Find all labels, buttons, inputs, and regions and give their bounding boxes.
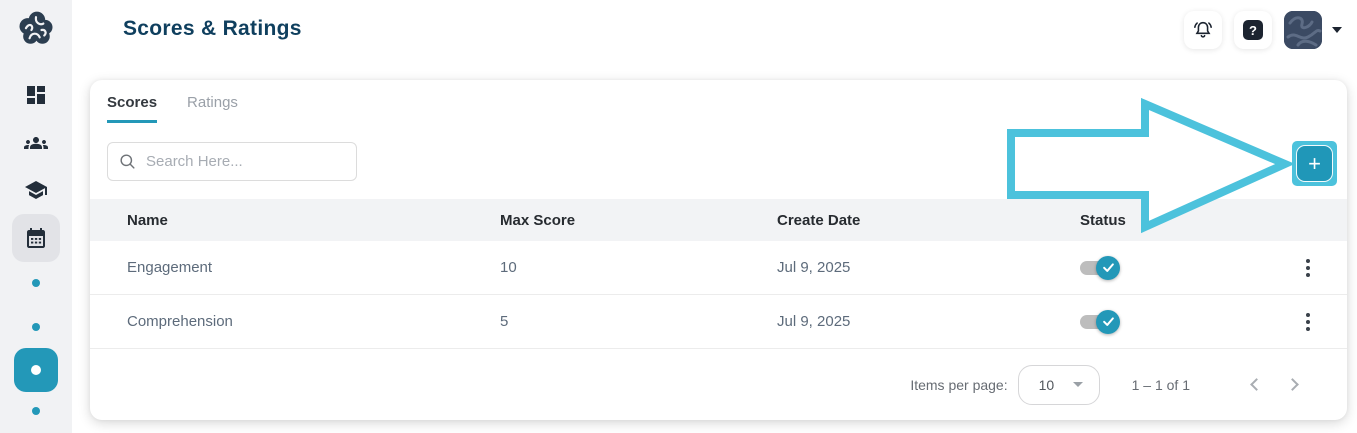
sidebar-item-schedule[interactable] (12, 214, 60, 262)
active-dot-icon (31, 365, 41, 375)
items-per-page-label: Items per page: (910, 376, 1008, 393)
sidebar-subitem-dot-3[interactable] (32, 407, 40, 415)
add-score-button[interactable]: + (1296, 145, 1333, 182)
tab-scores[interactable]: Scores (107, 94, 158, 123)
table-row: Comprehension 5 Jul 9, 2025 (90, 295, 1347, 349)
sidebar-subitem-dot-1[interactable] (32, 279, 40, 287)
scores-table: Name Max Score Create Date Status Engage… (90, 199, 1347, 349)
dashboard-icon[interactable] (24, 83, 48, 107)
row-menu-button[interactable] (1290, 250, 1326, 286)
sidebar (0, 0, 72, 433)
cell-max-score: 5 (500, 313, 509, 330)
cell-create-date: Jul 9, 2025 (777, 313, 851, 330)
page-range-label: 1 – 1 of 1 (1131, 376, 1190, 393)
sidebar-subitem-active[interactable] (14, 348, 58, 392)
search-input[interactable] (146, 153, 346, 170)
col-header-status: Status (1080, 211, 1126, 229)
question-mark-icon: ? (1243, 20, 1263, 40)
page-title: Scores & Ratings (123, 17, 302, 40)
tab-ratings[interactable]: Ratings (187, 94, 238, 111)
people-group-icon[interactable] (24, 131, 48, 155)
toggle-check-icon (1096, 309, 1120, 334)
notifications-button[interactable] (1184, 11, 1222, 49)
row-menu-button[interactable] (1290, 304, 1326, 340)
status-toggle[interactable] (1080, 255, 1120, 280)
previous-page-button[interactable] (1238, 367, 1274, 403)
cell-max-score: 10 (500, 259, 517, 276)
top-header: Scores & Ratings ? (72, 0, 1357, 60)
next-page-button[interactable] (1274, 367, 1310, 403)
graduation-cap-icon[interactable] (24, 178, 48, 202)
cell-name: Engagement (127, 259, 213, 276)
cell-create-date: Jul 9, 2025 (777, 259, 851, 276)
page-size-value: 10 (1038, 376, 1055, 393)
select-caret-icon (1072, 382, 1083, 387)
calendar-icon (27, 228, 45, 248)
user-avatar[interactable] (1284, 11, 1322, 49)
col-header-create-date: Create Date (777, 211, 861, 229)
page-size-select[interactable]: 10 (1017, 364, 1100, 405)
help-button[interactable]: ? (1234, 11, 1272, 49)
toggle-check-icon (1096, 255, 1120, 280)
add-button-highlight: + (1292, 141, 1337, 186)
chevron-right-icon (1285, 378, 1299, 391)
main-content: Scores Ratings + Name Max Score Create D… (72, 60, 1357, 433)
col-header-max-score: Max Score (500, 211, 576, 229)
search-box (107, 142, 357, 181)
table-header-row: Name Max Score Create Date Status (90, 199, 1347, 241)
sidebar-subitem-dot-2[interactable] (32, 323, 40, 331)
status-toggle[interactable] (1080, 309, 1120, 334)
profile-menu-caret-icon[interactable] (1332, 27, 1342, 33)
search-icon (120, 154, 135, 169)
col-header-name: Name (127, 211, 168, 229)
bell-icon (1194, 21, 1212, 38)
tab-bar: Scores Ratings (107, 94, 238, 123)
cell-name: Comprehension (127, 313, 233, 330)
brain-logo-icon (14, 8, 58, 52)
paginator: Items per page: 10 1 – 1 of 1 (90, 349, 1347, 420)
chevron-left-icon (1249, 378, 1263, 391)
table-row: Engagement 10 Jul 9, 2025 (90, 241, 1347, 295)
scores-card: Scores Ratings + Name Max Score Create D… (90, 80, 1347, 420)
